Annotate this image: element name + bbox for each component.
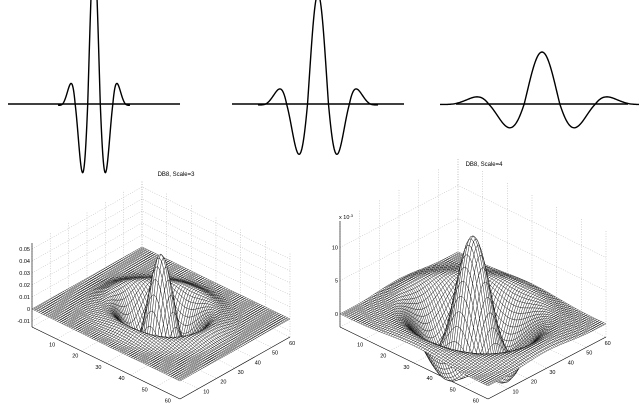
y-tick-label: 10 (203, 389, 209, 395)
y-tick-label: 30 (238, 370, 244, 376)
y-tick-label: 60 (289, 341, 295, 347)
z-exponent-label: x 10-3 (339, 213, 354, 221)
surface-title-scale-3: DB8, Scale=3 (158, 172, 196, 178)
x-tick-label: 10 (49, 342, 55, 348)
x-tick-label: 10 (357, 342, 363, 348)
x-tick-label: 20 (72, 354, 78, 360)
y-tick-label: 50 (272, 351, 278, 357)
surface-plot-scale-3: DB8, Scale=3 -0.01 0 0.01 0.02 0.03 0.04 0.05 1… (17, 172, 295, 404)
y-tick-label: 50 (586, 351, 592, 357)
profile-curve-1 (57, 0, 131, 174)
x-tick-label: 60 (473, 399, 479, 404)
x-tick-label: 40 (426, 376, 432, 382)
y-tick-label: 40 (255, 360, 261, 366)
x-tick-label: 60 (165, 399, 171, 404)
z-tick-label: 0.03 (19, 271, 30, 277)
y-tick-label: 40 (568, 360, 574, 366)
profile-curve-3 (439, 51, 639, 129)
x-tick-label: 50 (142, 387, 148, 393)
z-tick-label: -0.01 (17, 319, 30, 325)
surface-plot-scale-4: DB8, Scale=4 x 10-3 0 5 10 10 20 30 40 50 60 10 20… (332, 159, 611, 404)
z-tick-label: 10 (332, 246, 338, 252)
z-tick-label: 0.01 (19, 295, 30, 301)
y-tick-label: 60 (605, 341, 611, 347)
z-tick-label: 0.02 (19, 283, 30, 289)
wavelet-profiles (8, 0, 639, 174)
y-tick-label: 10 (512, 389, 518, 395)
x-tick-label: 30 (403, 365, 409, 371)
x-tick-label: 50 (450, 387, 456, 393)
y-tick-label: 20 (220, 380, 226, 386)
z-tick-label: 0.04 (19, 259, 30, 265)
x-tick-label: 20 (380, 354, 386, 360)
surface-title-scale-4: DB8, Scale=4 (466, 162, 504, 168)
z-tick-label: 5 (335, 279, 338, 285)
y-tick-label: 30 (549, 370, 555, 376)
x-tick-label: 40 (118, 376, 124, 382)
z-tick-label: 0 (335, 312, 338, 318)
y-tick-label: 20 (531, 380, 537, 386)
z-tick-label: 0 (27, 307, 30, 313)
z-tick-label: 0.05 (19, 247, 30, 253)
x-tick-label: 30 (95, 365, 101, 371)
profile-curve-2 (257, 0, 379, 156)
